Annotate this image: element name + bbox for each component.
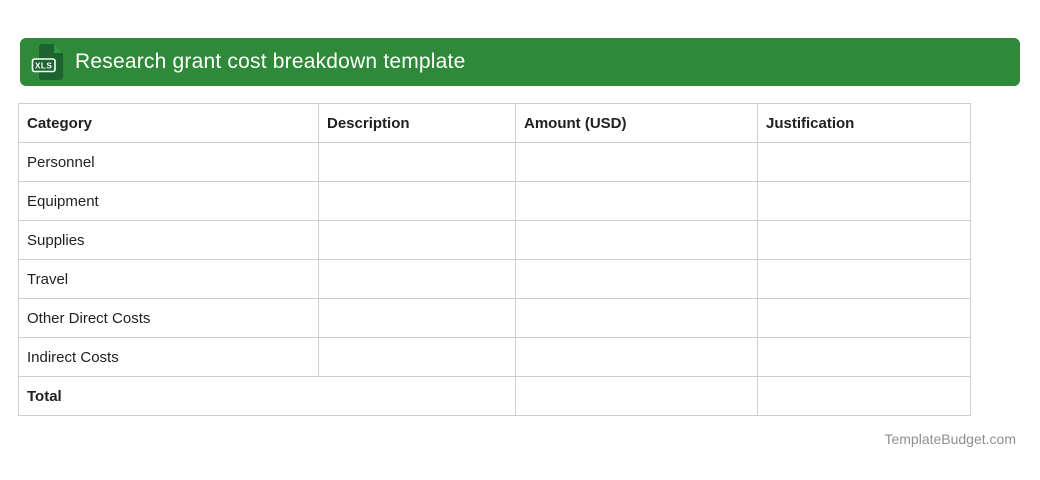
- justification-cell: [757, 220, 971, 260]
- svg-text:XLS: XLS: [35, 62, 52, 71]
- description-cell: [318, 220, 516, 260]
- table-row: Supplies: [18, 220, 971, 260]
- page-title: Research grant cost breakdown template: [75, 50, 466, 73]
- total-amount-cell: [515, 376, 758, 416]
- amount-cell: [515, 337, 758, 377]
- column-header-category: Category: [18, 103, 319, 143]
- description-cell: [318, 142, 516, 182]
- justification-cell: [757, 181, 971, 221]
- table-total-row: Total: [18, 376, 971, 416]
- justification-cell: [757, 142, 971, 182]
- table-row: Travel: [18, 259, 971, 299]
- justification-cell: [757, 298, 971, 338]
- category-cell: Travel: [18, 259, 319, 299]
- cost-breakdown-table: Category Description Amount (USD) Justif…: [18, 103, 971, 416]
- description-cell: [318, 181, 516, 221]
- justification-cell: [757, 259, 971, 299]
- site-watermark: TemplateBudget.com: [884, 431, 1016, 447]
- category-cell: Supplies: [18, 220, 319, 260]
- column-header-amount: Amount (USD): [515, 103, 758, 143]
- description-cell: [318, 298, 516, 338]
- description-cell: [318, 259, 516, 299]
- category-cell: Personnel: [18, 142, 319, 182]
- amount-cell: [515, 142, 758, 182]
- table-header-row: Category Description Amount (USD) Justif…: [18, 103, 971, 143]
- xls-file-icon: XLS: [31, 44, 63, 80]
- table-row: Indirect Costs: [18, 337, 971, 377]
- table-row: Other Direct Costs: [18, 298, 971, 338]
- amount-cell: [515, 181, 758, 221]
- column-header-justification: Justification: [757, 103, 971, 143]
- total-label-cell: Total: [18, 376, 516, 416]
- justification-cell: [757, 337, 971, 377]
- amount-cell: [515, 259, 758, 299]
- amount-cell: [515, 298, 758, 338]
- category-cell: Other Direct Costs: [18, 298, 319, 338]
- category-cell: Indirect Costs: [18, 337, 319, 377]
- category-cell: Equipment: [18, 181, 319, 221]
- header-banner: XLS Research grant cost breakdown templa…: [20, 38, 1020, 86]
- total-justification-cell: [757, 376, 971, 416]
- table-row: Personnel: [18, 142, 971, 182]
- amount-cell: [515, 220, 758, 260]
- table-row: Equipment: [18, 181, 971, 221]
- description-cell: [318, 337, 516, 377]
- column-header-description: Description: [318, 103, 516, 143]
